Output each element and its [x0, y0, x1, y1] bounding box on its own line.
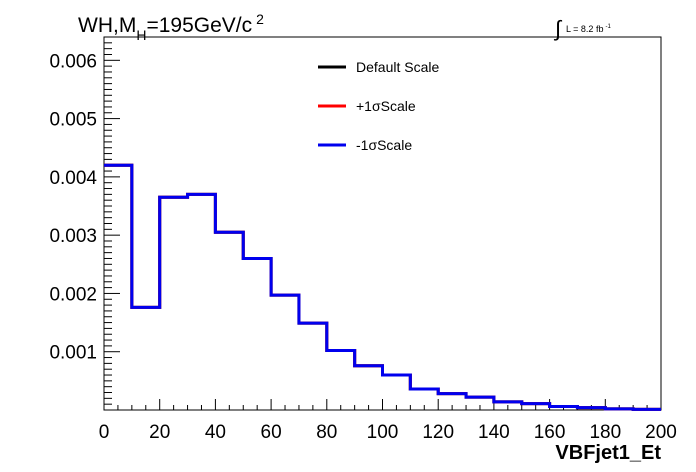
- x-tick-label: 120: [422, 422, 454, 443]
- x-tick-label: 80: [316, 422, 337, 443]
- legend-label: -1σScale: [356, 137, 412, 153]
- series-layer: [104, 163, 661, 411]
- y-tick-label: 0.002: [49, 284, 97, 305]
- integral-symbol: ∫: [553, 16, 563, 41]
- luminosity-label: ∫ L = 8.2 fb -1: [553, 16, 611, 41]
- luminosity-exponent: -1: [605, 24, 611, 30]
- x-tick-label: 180: [589, 422, 621, 443]
- x-axis: 0 20 40 60 80 100 120 140 160 180 200: [99, 399, 677, 443]
- legend-label: Default Scale: [356, 59, 439, 75]
- chart-title: WH,MH=195GeV/c 2: [78, 11, 264, 43]
- x-tick-label: 0: [99, 422, 110, 443]
- series-line: [104, 163, 661, 411]
- y-tick-label: 0.001: [49, 343, 97, 364]
- chart-title-rest: =195GeV/c: [146, 14, 252, 37]
- legend-label: +1σScale: [356, 98, 416, 114]
- x-axis-title: VBFjet1_Et: [555, 442, 661, 464]
- x-tick-label: 100: [367, 422, 399, 443]
- y-axis: 0.001 0.002 0.003 0.004 0.005 0.006: [49, 36, 120, 411]
- x-tick-label: 20: [149, 422, 170, 443]
- luminosity-text: L = 8.2 fb -1: [566, 24, 611, 34]
- x-tick-label: 200: [645, 422, 677, 443]
- x-tick-label: 140: [478, 422, 510, 443]
- x-tick-label: 40: [205, 422, 226, 443]
- y-tick-label: 0.003: [49, 226, 97, 247]
- x-tick-label: 160: [534, 422, 566, 443]
- plot-frame: [103, 36, 662, 411]
- y-tick-label: 0.004: [49, 168, 97, 189]
- chart-title-superscript: 2: [256, 11, 264, 27]
- legend: Default Scale +1σScale -1σScale: [318, 59, 439, 153]
- y-tick-label: 0.006: [49, 51, 97, 72]
- y-tick-label: 0.005: [49, 110, 97, 131]
- x-tick-label: 60: [261, 422, 282, 443]
- chart-title-subscript: H: [136, 27, 146, 43]
